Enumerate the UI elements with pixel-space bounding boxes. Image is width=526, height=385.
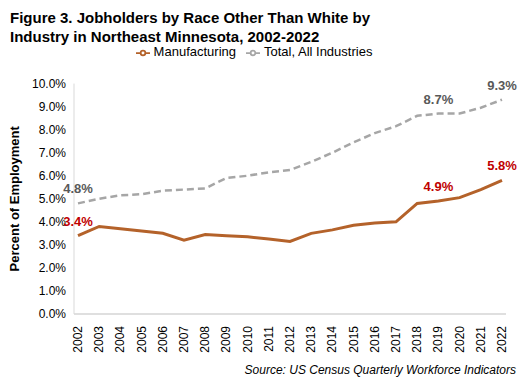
svg-text:2022: 2022 [495, 326, 509, 353]
svg-text:9.0%: 9.0% [39, 100, 67, 114]
svg-text:7.0%: 7.0% [39, 146, 67, 160]
svg-text:Percent of Employment: Percent of Employment [8, 126, 22, 272]
svg-text:2018: 2018 [410, 326, 424, 353]
svg-text:2003: 2003 [92, 326, 106, 353]
svg-text:4.0%: 4.0% [39, 215, 67, 229]
svg-text:1.0%: 1.0% [39, 284, 67, 298]
svg-text:2021: 2021 [474, 326, 488, 353]
svg-text:2008: 2008 [198, 326, 212, 353]
html-text:Total, All Industries: Total, All Industries [264, 44, 373, 59]
svg-text:2004: 2004 [113, 326, 127, 353]
svg-text:2.0%: 2.0% [39, 261, 67, 275]
svg-text:3.0%: 3.0% [39, 238, 67, 252]
svg-text:2016: 2016 [368, 326, 382, 353]
html-text:Source: US Census Quarterly Wo: Source: US Census Quarterly Workforce In… [244, 363, 516, 377]
svg-text:2010: 2010 [241, 326, 255, 353]
html-text:Manufacturing: Manufacturing [153, 44, 236, 59]
svg-text:2012: 2012 [283, 326, 297, 353]
svg-text:5.0%: 5.0% [39, 192, 67, 206]
svg-text:3.4%: 3.4% [63, 214, 93, 229]
svg-text:5.8%: 5.8% [487, 158, 517, 173]
svg-text:2002: 2002 [71, 326, 85, 353]
svg-text:2019: 2019 [431, 326, 445, 353]
html-text:Figure 3. Jobholders by Race O: Figure 3. Jobholders by Race Other Than … [10, 9, 371, 45]
svg-text:2006: 2006 [156, 326, 170, 353]
svg-text:4.9%: 4.9% [424, 179, 454, 194]
svg-text:2005: 2005 [135, 326, 149, 353]
svg-text:6.0%: 6.0% [39, 169, 67, 183]
svg-text:8.7%: 8.7% [424, 92, 454, 107]
svg-text:2017: 2017 [389, 326, 403, 353]
svg-text:0.0%: 0.0% [39, 307, 67, 321]
svg-text:2007: 2007 [177, 326, 191, 353]
svg-text:8.0%: 8.0% [39, 123, 67, 137]
svg-text:2020: 2020 [453, 326, 467, 353]
svg-text:2014: 2014 [325, 326, 339, 353]
svg-text:10.0%: 10.0% [32, 77, 66, 91]
svg-text:2015: 2015 [347, 326, 361, 353]
svg-text:9.3%: 9.3% [487, 78, 517, 93]
svg-text:2009: 2009 [219, 326, 233, 353]
svg-text:4.8%: 4.8% [63, 181, 93, 196]
svg-text:2011: 2011 [262, 326, 276, 352]
svg-text:2013: 2013 [304, 326, 318, 353]
